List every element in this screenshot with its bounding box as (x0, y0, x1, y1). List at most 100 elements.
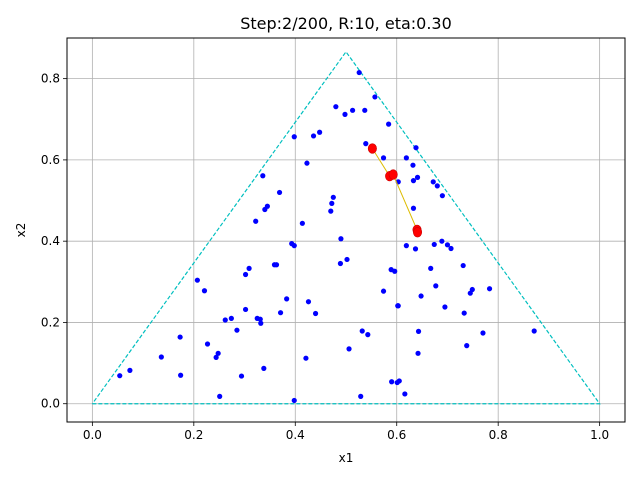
x-tick-label: 0.4 (286, 428, 305, 442)
y-axis-ticks: 0.0 0.2 0.4 0.6 0.8 (41, 72, 67, 411)
data-point (380, 288, 387, 294)
data-point (403, 155, 409, 161)
data-point (415, 350, 421, 356)
data-point (253, 218, 259, 224)
data-point (380, 155, 387, 161)
x-tick-label: 0.0 (83, 428, 102, 442)
data-point (430, 179, 436, 185)
data-point (312, 310, 319, 317)
data-point (414, 174, 421, 180)
x-tick-label: 0.6 (387, 428, 406, 442)
data-point (215, 350, 221, 356)
y-tick-label: 0.6 (41, 153, 60, 167)
data-point (349, 107, 356, 113)
data-point (428, 265, 434, 271)
data-point (242, 271, 249, 278)
data-point (338, 236, 344, 242)
data-point (328, 208, 334, 214)
data-point (460, 262, 466, 269)
highlighted-point (413, 227, 423, 238)
data-point (299, 220, 305, 226)
data-point (410, 205, 417, 211)
data-point (402, 391, 408, 397)
y-tick-label: 0.4 (41, 234, 60, 248)
data-point (194, 277, 200, 283)
data-point (329, 200, 335, 206)
data-point (358, 393, 364, 399)
data-point (386, 121, 392, 127)
data-point (204, 341, 211, 347)
data-point (291, 243, 297, 249)
data-point (342, 111, 348, 117)
data-point (261, 365, 267, 371)
y-axis-label: x2 (14, 223, 28, 238)
highlighted-point (388, 169, 398, 180)
data-point (415, 328, 422, 334)
x-axis-label: x1 (339, 451, 354, 465)
points-layer (117, 69, 537, 404)
highlighted-point (367, 143, 377, 154)
data-point (442, 304, 448, 310)
data-point (461, 310, 467, 316)
data-point (359, 328, 365, 334)
data-point (330, 194, 336, 200)
data-point (444, 242, 451, 248)
data-point (277, 310, 284, 316)
data-point (260, 173, 266, 179)
data-point (117, 373, 123, 379)
data-point (217, 393, 223, 399)
data-point (291, 397, 297, 404)
data-point (434, 183, 440, 189)
data-point (439, 238, 445, 244)
data-point (372, 94, 378, 100)
x-tick-label: 0.8 (489, 428, 508, 442)
data-point (317, 129, 323, 135)
data-point (291, 134, 297, 140)
data-point (467, 290, 473, 296)
data-point (531, 328, 537, 334)
data-point (410, 162, 416, 168)
data-point (486, 286, 493, 292)
data-point (333, 104, 339, 110)
data-point (228, 315, 234, 321)
data-point (403, 243, 409, 249)
data-point (310, 133, 317, 139)
data-point (222, 317, 228, 323)
data-point (242, 306, 249, 313)
data-point (238, 373, 245, 379)
data-point (344, 256, 350, 263)
data-point (303, 355, 309, 361)
data-point (480, 330, 486, 336)
data-point (439, 193, 445, 199)
data-point (413, 145, 419, 151)
data-point (448, 245, 454, 252)
data-point (396, 378, 402, 384)
simplex-boundary (91, 50, 601, 405)
data-point (356, 69, 362, 76)
data-point (392, 268, 398, 274)
data-point (337, 260, 344, 267)
data-point (410, 178, 417, 184)
data-point (257, 316, 263, 322)
y-tick-label: 0.8 (41, 72, 60, 86)
data-point (431, 241, 437, 248)
data-point (158, 354, 164, 360)
data-point (464, 343, 470, 349)
data-point (201, 288, 208, 294)
data-point (273, 262, 280, 268)
data-point (127, 367, 133, 373)
y-tick-label: 0.0 (41, 397, 60, 411)
x-axis-ticks: 0.0 0.2 0.4 0.6 0.8 1.0 (83, 422, 609, 442)
data-point (262, 206, 268, 213)
data-point (365, 332, 371, 338)
data-point (284, 296, 290, 302)
highlight-layer (367, 143, 423, 238)
data-point (234, 327, 240, 333)
chart-title: Step:2/200, R:10, eta:0.30 (240, 14, 452, 33)
data-point (246, 265, 252, 271)
data-point (258, 320, 264, 326)
data-point (412, 246, 419, 252)
y-tick-label: 0.2 (41, 315, 60, 329)
